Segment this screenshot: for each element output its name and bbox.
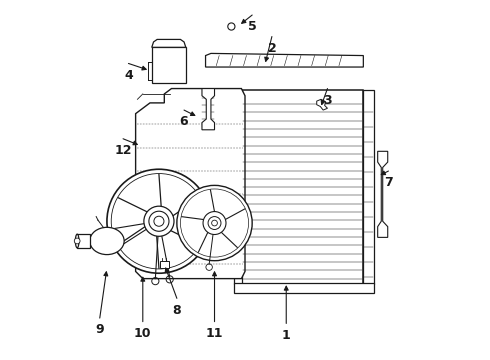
Circle shape — [212, 220, 218, 226]
Polygon shape — [317, 99, 327, 110]
Text: 2: 2 — [268, 42, 276, 55]
Polygon shape — [136, 89, 245, 279]
Polygon shape — [205, 53, 364, 67]
Circle shape — [74, 238, 80, 244]
Text: 6: 6 — [180, 116, 188, 129]
Bar — [152, 47, 186, 83]
Text: 3: 3 — [323, 94, 332, 107]
Text: 11: 11 — [206, 327, 223, 340]
Circle shape — [154, 216, 164, 226]
Circle shape — [208, 217, 221, 229]
Circle shape — [107, 169, 211, 273]
Circle shape — [203, 212, 226, 234]
Polygon shape — [152, 40, 186, 47]
Text: 7: 7 — [384, 176, 393, 189]
Circle shape — [228, 23, 235, 30]
Circle shape — [144, 206, 174, 236]
Text: 9: 9 — [96, 323, 104, 337]
Ellipse shape — [90, 227, 124, 255]
Polygon shape — [202, 89, 215, 130]
Ellipse shape — [75, 234, 79, 248]
Bar — [234, 90, 242, 284]
Circle shape — [149, 211, 169, 231]
Text: 12: 12 — [114, 144, 132, 157]
Text: 1: 1 — [282, 329, 291, 342]
Bar — [242, 90, 364, 284]
Polygon shape — [77, 234, 90, 248]
Text: 5: 5 — [248, 21, 257, 33]
Bar — [160, 261, 169, 268]
Bar — [364, 90, 374, 284]
Circle shape — [177, 185, 252, 261]
Text: 4: 4 — [124, 69, 133, 82]
Text: 8: 8 — [172, 304, 181, 317]
Text: 10: 10 — [134, 327, 151, 340]
Bar — [234, 283, 374, 293]
Polygon shape — [378, 151, 388, 237]
